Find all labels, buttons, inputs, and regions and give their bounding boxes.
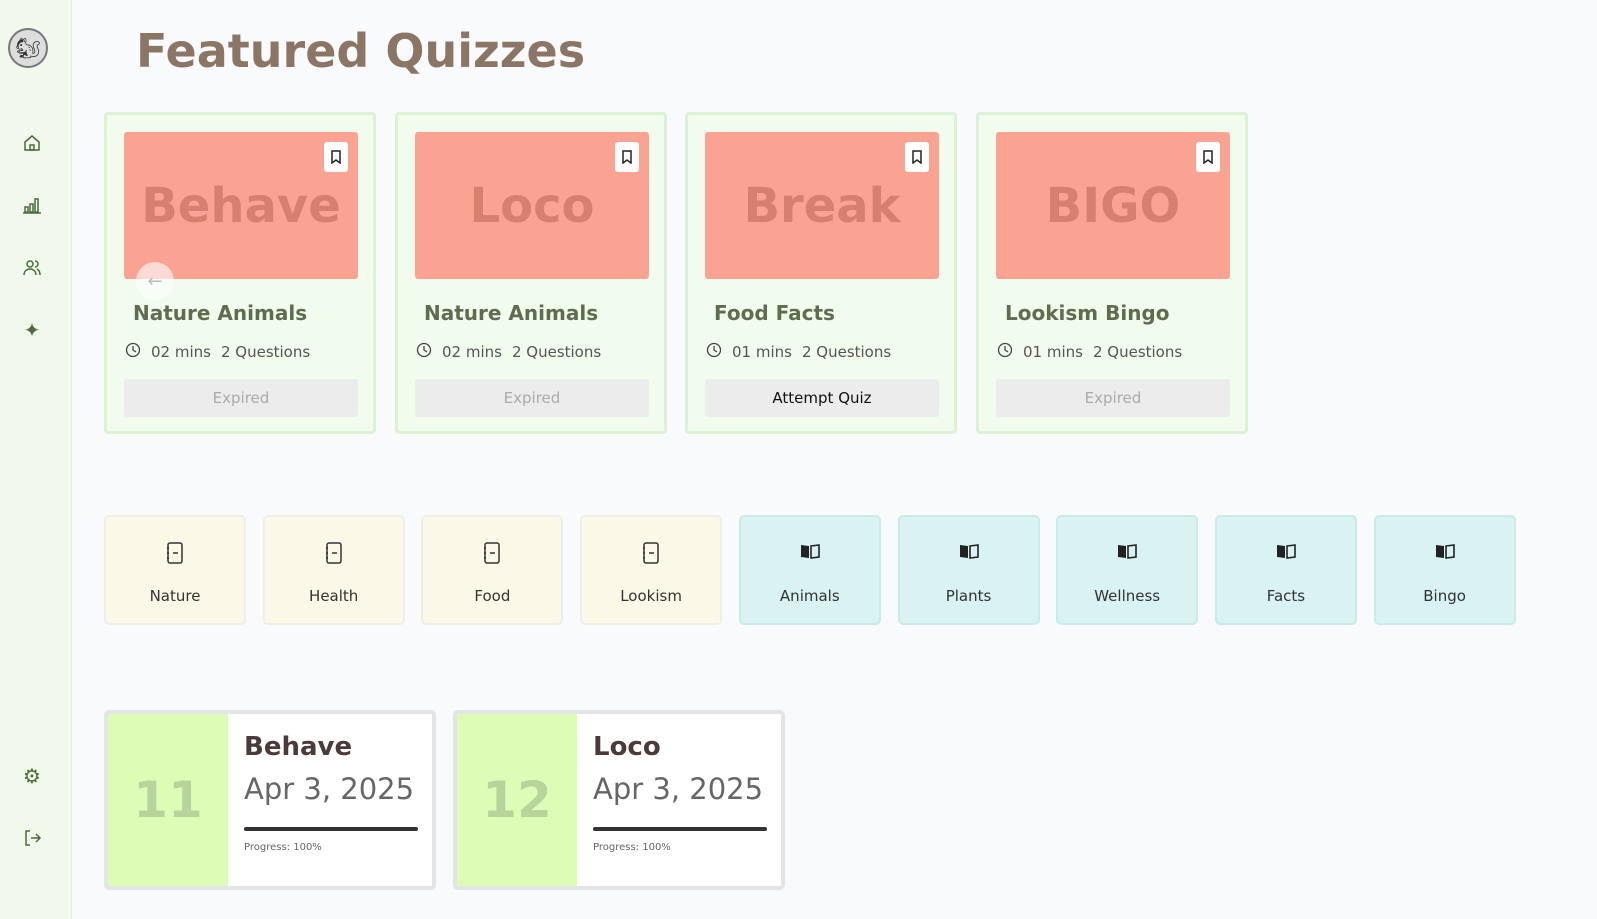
expired-button: Expired — [996, 379, 1230, 417]
page-title: Featured Quizzes — [136, 24, 586, 78]
book-icon — [1275, 541, 1297, 567]
category-label: Food — [474, 587, 511, 605]
category-label: Lookism — [620, 587, 682, 605]
notebook-icon — [640, 541, 662, 567]
quiz-duration: 01 mins — [732, 343, 792, 361]
clock-icon — [997, 342, 1013, 362]
quiz-questions: 2 Questions — [1092, 343, 1183, 361]
category-food[interactable]: Food — [421, 515, 564, 625]
category-label: Wellness — [1094, 587, 1161, 605]
quiz-banner: Loco — [415, 132, 649, 279]
sparkles-icon[interactable]: ✦ — [23, 318, 41, 342]
quiz-duration: 02 mins — [442, 343, 502, 361]
quiz-duration: 02 mins — [151, 343, 211, 361]
quiz-title: Nature Animals — [424, 301, 599, 325]
quiz-duration: 01 mins — [1023, 343, 1083, 361]
expired-button: Expired — [415, 379, 649, 417]
category-label: Plants — [945, 587, 992, 605]
bar-chart-icon[interactable] — [20, 193, 44, 217]
category-wellness[interactable]: Wellness — [1056, 515, 1199, 625]
home-icon[interactable] — [20, 131, 44, 155]
quiz-questions: 2 Questions — [511, 343, 602, 361]
category-plants[interactable]: Plants — [897, 515, 1040, 625]
quiz-card[interactable]: Loco Nature Animals 02 mins 2 Questions E… — [395, 112, 667, 434]
category-label: Facts — [1266, 587, 1306, 605]
quiz-banner: Break — [705, 132, 939, 279]
sidebar: 🐿 ✦ ⚙ — [0, 0, 72, 919]
category-bingo[interactable]: Bingo — [1373, 515, 1516, 625]
quiz-questions: 2 Questions — [801, 343, 892, 361]
gear-icon[interactable]: ⚙ — [23, 764, 41, 788]
clock-icon — [706, 342, 722, 362]
progress-label: Progress: 100% — [593, 842, 671, 853]
clock-icon — [125, 342, 141, 362]
progress-label: Progress: 100% — [244, 842, 322, 853]
category-nature[interactable]: Nature — [104, 515, 246, 625]
progress-bar — [244, 827, 418, 831]
category-label: Health — [309, 587, 359, 605]
progress-card[interactable]: 12 Loco Apr 3, 2025 Progress: 100% — [453, 710, 785, 890]
notebook-icon — [481, 541, 503, 567]
quiz-number: 12 — [457, 714, 577, 886]
category-lookism[interactable]: Lookism — [580, 515, 723, 625]
progress-title: Behave — [244, 732, 353, 762]
squirrel-logo[interactable]: 🐿 — [8, 28, 48, 68]
clock-icon — [416, 342, 432, 362]
category-label: Animals — [779, 587, 840, 605]
quiz-number: 11 — [108, 714, 228, 886]
attempt-quiz-button[interactable]: Attempt Quiz — [705, 379, 939, 417]
category-label: Bingo — [1423, 587, 1466, 605]
quiz-questions: 2 Questions — [220, 343, 311, 361]
category-animals[interactable]: Animals — [738, 515, 881, 625]
users-icon[interactable] — [20, 256, 44, 280]
quiz-banner: BIGO — [996, 132, 1230, 279]
quiz-card[interactable]: BIGO Lookism Bingo 01 mins 2 Questions Ex… — [976, 112, 1248, 434]
carousel-prev-button[interactable]: ← — [136, 262, 174, 300]
bookmark-icon[interactable] — [615, 142, 639, 172]
progress-date: Apr 3, 2025 — [244, 772, 415, 806]
progress-card[interactable]: 11 Behave Apr 3, 2025 Progress: 100% — [104, 710, 436, 890]
category-facts[interactable]: Facts — [1214, 515, 1357, 625]
notebook-icon — [164, 541, 186, 567]
logout-icon[interactable] — [20, 826, 44, 850]
quiz-card[interactable]: Break Food Facts 01 mins 2 Questions Atte… — [685, 112, 957, 434]
progress-date: Apr 3, 2025 — [593, 772, 764, 806]
quiz-title: Food Facts — [714, 301, 835, 325]
category-health[interactable]: Health — [262, 515, 405, 625]
progress-bar — [593, 827, 767, 831]
notebook-icon — [323, 541, 345, 567]
book-icon — [799, 541, 821, 567]
bookmark-icon[interactable] — [324, 142, 348, 172]
quiz-title: Nature Animals — [133, 301, 308, 325]
book-icon — [1116, 541, 1138, 567]
category-label: Nature — [149, 587, 201, 605]
progress-title: Loco — [593, 732, 661, 762]
quiz-title: Lookism Bingo — [1005, 301, 1170, 325]
quiz-banner: Behave — [124, 132, 358, 279]
book-icon — [1434, 541, 1456, 567]
book-icon — [958, 541, 980, 567]
bookmark-icon[interactable] — [905, 142, 929, 172]
expired-button: Expired — [124, 379, 358, 417]
bookmark-icon[interactable] — [1196, 142, 1220, 172]
quiz-card[interactable]: Behave Nature Animals 02 mins 2 Questions… — [104, 112, 376, 434]
